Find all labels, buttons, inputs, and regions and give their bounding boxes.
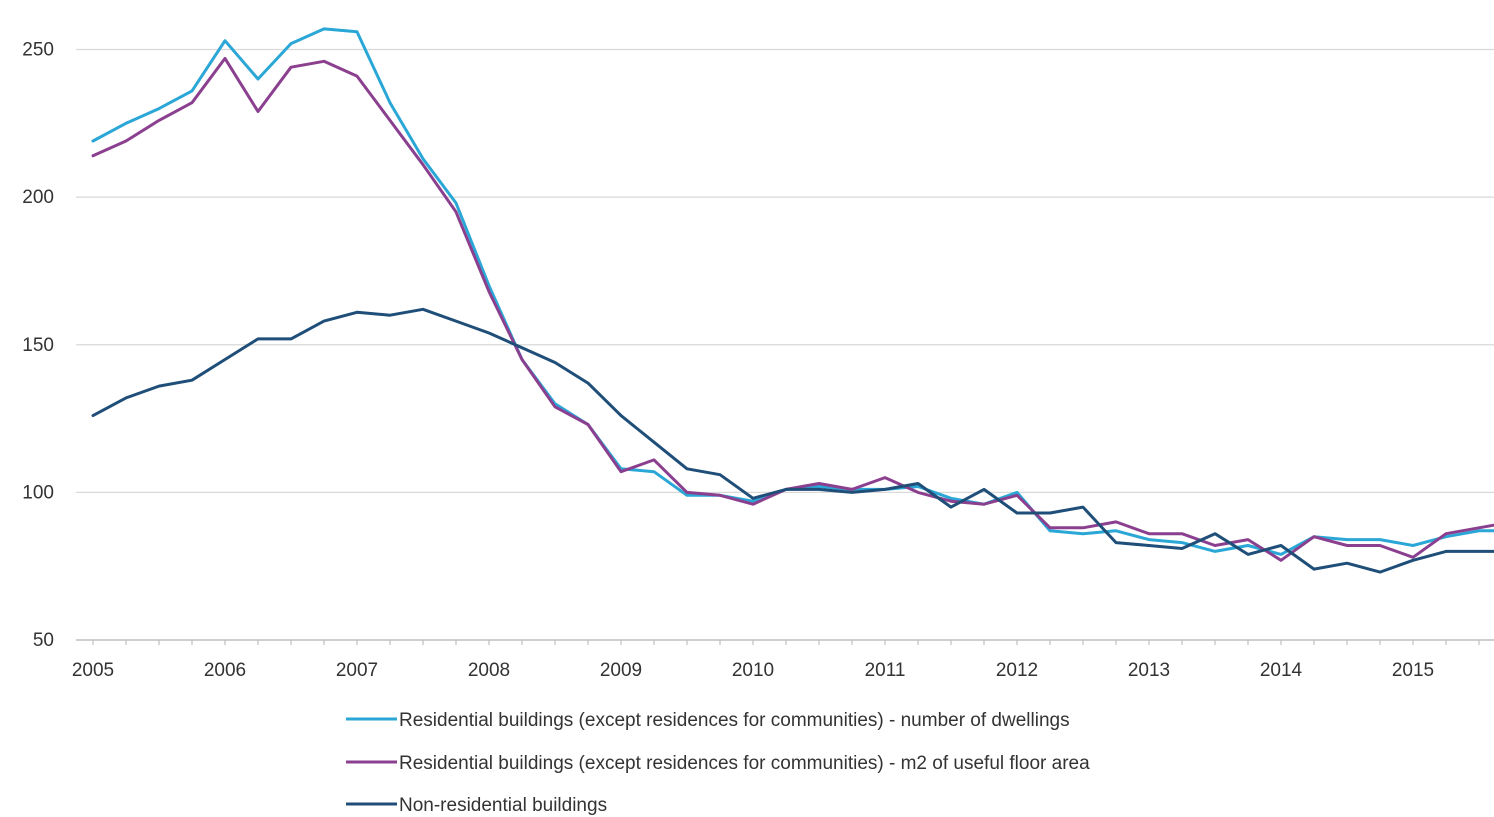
y-tick-label: 50 <box>33 630 54 651</box>
x-tick-label: 2011 <box>865 660 906 681</box>
x-tick-label: 2015 <box>1392 660 1434 681</box>
x-tick-label: 2013 <box>1128 660 1170 681</box>
x-tick-label: 2012 <box>996 660 1038 681</box>
series-line-2 <box>93 58 1494 560</box>
legend-label: Residential buildings (except residences… <box>399 710 1070 731</box>
y-tick-label: 150 <box>22 335 54 356</box>
x-tick-label: 2005 <box>72 660 114 681</box>
y-tick-label: 250 <box>22 40 54 61</box>
y-tick-label: 200 <box>22 187 54 208</box>
legend-label: Residential buildings (except residences… <box>399 753 1090 774</box>
series-line-1 <box>93 29 1494 555</box>
x-tick-label: 2009 <box>600 660 642 681</box>
x-axis-tick-labels: 2005 2006 2007 2008 2009 2010 2011 2012 2013 2014… <box>72 660 1434 681</box>
y-axis-tick-labels: 50 100 150 200 250 <box>22 40 54 651</box>
x-tick-label: 2006 <box>204 660 246 681</box>
legend-label: Non-residential buildings <box>399 795 607 816</box>
x-tick-label: 2007 <box>336 660 378 681</box>
x-tick-label: 2014 <box>1260 660 1303 681</box>
series-line-3 <box>93 309 1494 572</box>
x-tick-label: 2010 <box>732 660 774 681</box>
y-tick-label: 100 <box>22 482 54 503</box>
legend: Residential buildings (except residences… <box>346 710 1090 816</box>
x-tick-label: 2008 <box>468 660 510 681</box>
gridlines <box>76 50 1494 493</box>
series-lines <box>93 29 1494 572</box>
